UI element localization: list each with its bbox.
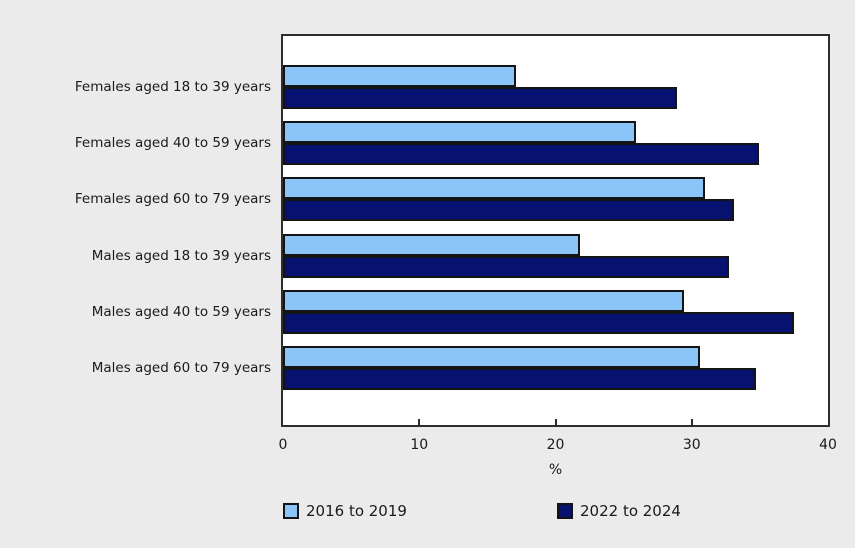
category-label: Females aged 40 to 59 years [74,135,271,152]
category-label: Males aged 40 to 59 years [91,303,271,320]
bar-2016-to-2019 [283,177,705,200]
category-label: Males aged 18 to 39 years [91,247,271,264]
bar-2022-to-2024 [283,368,756,390]
x-axis-tick-label: 10 [410,437,429,453]
legend-swatch-2016-2019 [283,503,299,519]
x-axis-tick-label: 0 [278,437,288,453]
bar-2022-to-2024 [283,311,794,334]
bar-group [283,233,729,278]
bar-2022-to-2024 [283,199,734,222]
bar-2016-to-2019 [283,346,700,368]
bar-group [283,65,677,109]
category-label: Females aged 18 to 39 years [74,79,271,95]
bar-group [283,346,756,390]
bar-2016-to-2019 [283,65,516,87]
x-axis-tick [690,419,693,425]
bar-group [283,289,794,334]
x-axis-tick [418,419,421,425]
legend-label-2016-2019: 2016 to 2019 [306,502,407,520]
x-axis-tick-label: 40 [819,437,837,453]
bar-2016-to-2019 [283,289,684,312]
legend-item-2016-2019: 2016 to 2019 [283,502,407,520]
bar-group [283,121,759,166]
bar-2022-to-2024 [283,87,677,109]
category-label: Females aged 60 to 79 years [74,191,271,208]
x-axis-tick [554,419,557,425]
bar-2022-to-2024 [283,255,729,278]
bar-2016-to-2019 [283,233,580,256]
legend-label-2022-2024: 2022 to 2024 [580,502,681,520]
x-axis-tick-label: 30 [682,437,701,453]
bar-2016-to-2019 [283,121,636,144]
category-label: Males aged 60 to 79 years [91,360,271,376]
bar-group [283,177,734,222]
x-axis-tick-label: 20 [546,437,565,453]
legend-swatch-2022-2024 [557,503,573,519]
x-axis-title: % [548,462,563,478]
bar-2022-to-2024 [283,143,759,166]
legend-item-2022-2024: 2022 to 2024 [557,502,681,520]
plot-area [281,34,830,427]
